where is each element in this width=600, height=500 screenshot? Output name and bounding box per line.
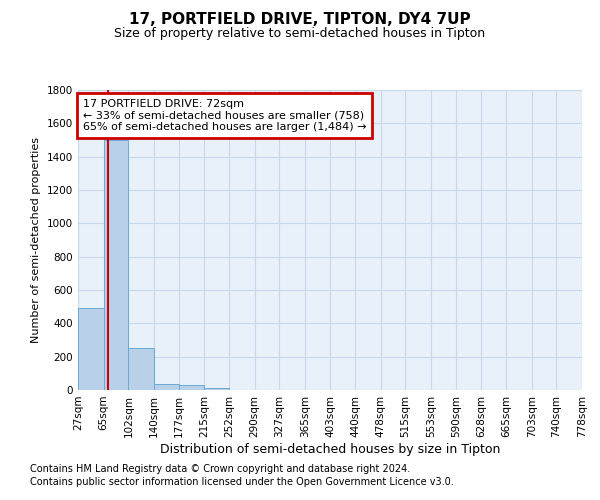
Bar — [104, 140, 128, 390]
Bar — [179, 385, 204, 390]
Bar — [204, 388, 229, 390]
Text: 17 PORTFIELD DRIVE: 72sqm
← 33% of semi-detached houses are smaller (758)
65% of: 17 PORTFIELD DRIVE: 72sqm ← 33% of semi-… — [83, 99, 367, 132]
Bar — [128, 348, 154, 390]
Text: Size of property relative to semi-detached houses in Tipton: Size of property relative to semi-detach… — [115, 28, 485, 40]
Bar — [78, 308, 104, 390]
Text: Contains public sector information licensed under the Open Government Licence v3: Contains public sector information licen… — [30, 477, 454, 487]
Text: Contains HM Land Registry data © Crown copyright and database right 2024.: Contains HM Land Registry data © Crown c… — [30, 464, 410, 474]
Bar — [154, 384, 179, 390]
Text: 17, PORTFIELD DRIVE, TIPTON, DY4 7UP: 17, PORTFIELD DRIVE, TIPTON, DY4 7UP — [129, 12, 471, 28]
X-axis label: Distribution of semi-detached houses by size in Tipton: Distribution of semi-detached houses by … — [160, 442, 500, 456]
Y-axis label: Number of semi-detached properties: Number of semi-detached properties — [31, 137, 41, 343]
